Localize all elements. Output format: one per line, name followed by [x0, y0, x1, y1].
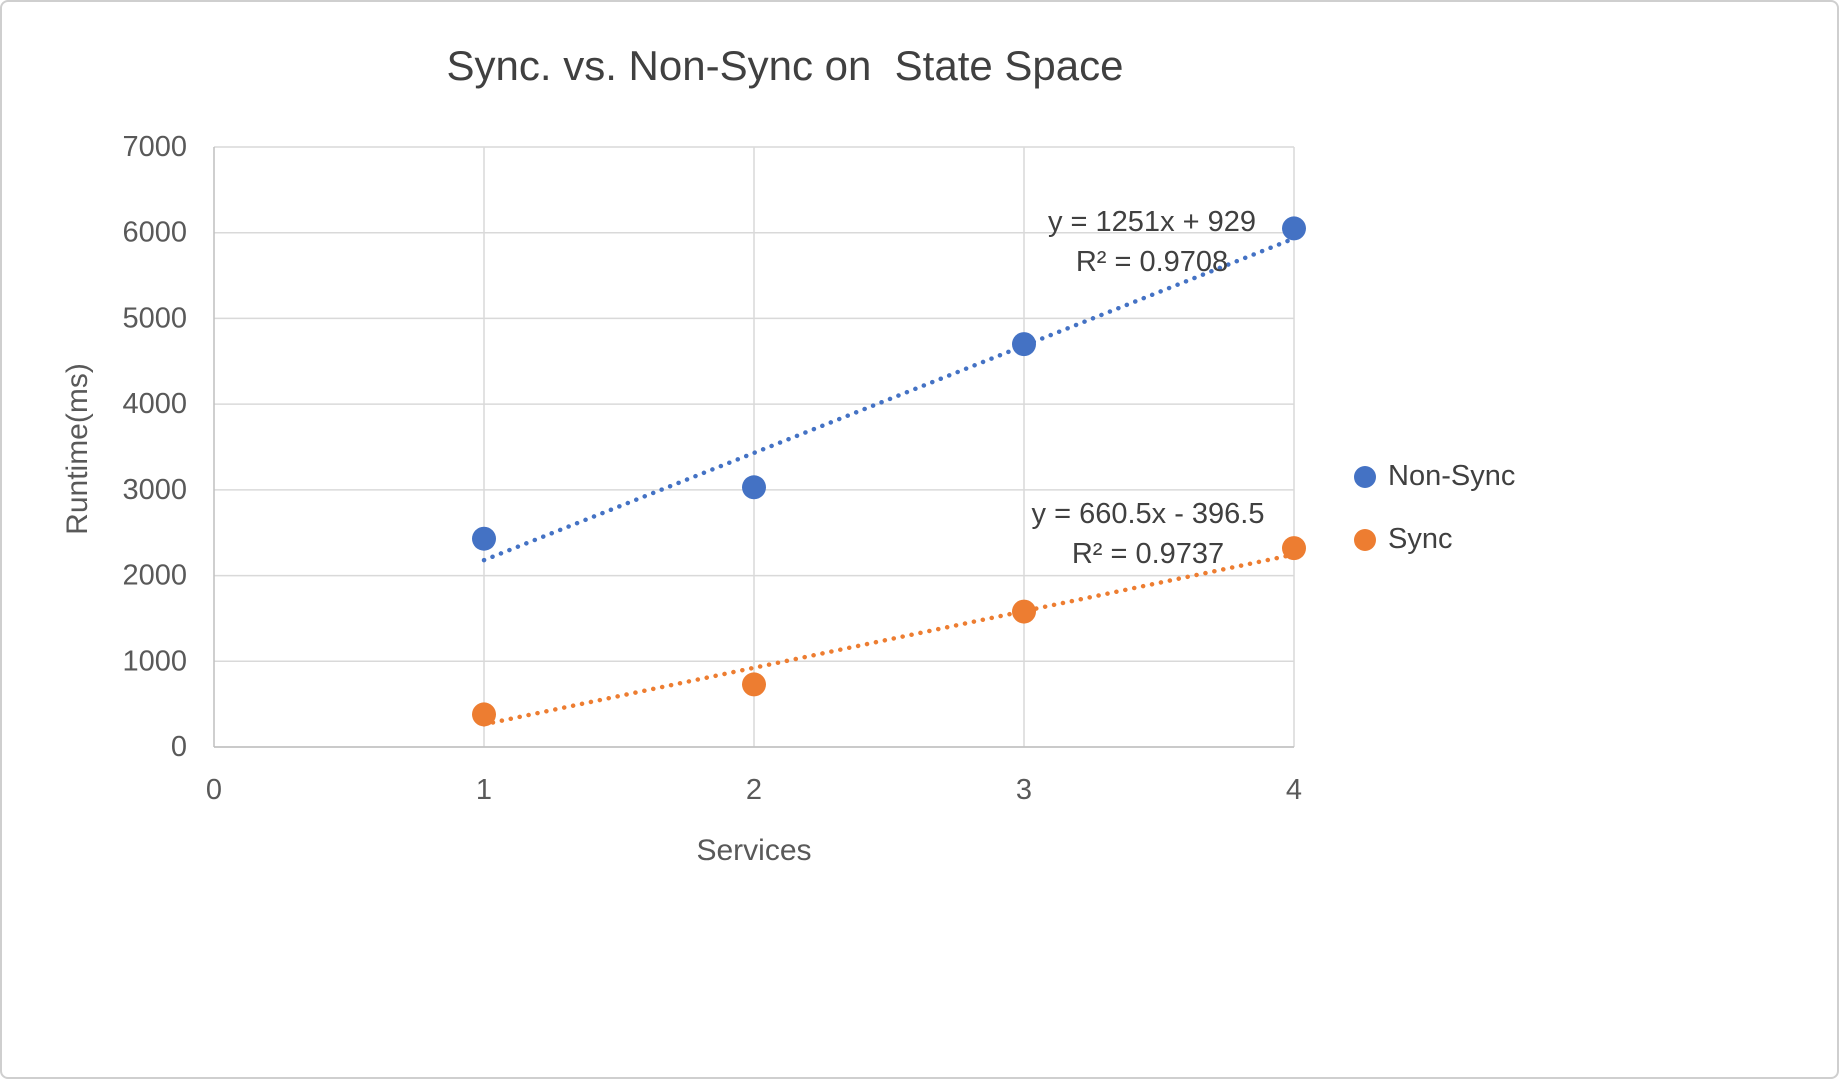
trendline-r2: R² = 0.9737 [1071, 538, 1225, 570]
x-tick-label: 0 [206, 774, 222, 806]
trendline-r2: R² = 0.9708 [1075, 246, 1229, 278]
y-tick-label: 4000 [122, 388, 187, 420]
trendline-equation: y = 660.5x - 396.5 [1031, 498, 1265, 530]
y-tick-label: 6000 [122, 217, 187, 249]
data-point-non-sync[interactable] [742, 475, 766, 500]
legend-item-sync[interactable]: Sync [1354, 523, 1515, 556]
data-point-non-sync[interactable] [472, 526, 496, 551]
x-tick-label: 3 [1016, 774, 1032, 806]
data-point-sync[interactable] [1012, 599, 1036, 624]
data-point-sync[interactable] [742, 672, 766, 697]
trendline-label-non-sync: y = 1251x + 929 R² = 0.9708 [1048, 202, 1256, 282]
trendline-label-sync: y = 660.5x - 396.5 R² = 0.9737 [1032, 494, 1265, 574]
legend: Non-Sync Sync [1354, 460, 1515, 556]
x-tick-label: 1 [476, 774, 492, 806]
trendline-sync[interactable] [481, 552, 1297, 727]
y-tick-label: 5000 [122, 302, 187, 334]
y-tick-label: 1000 [122, 645, 187, 677]
x-tick-label: 4 [1286, 774, 1302, 806]
y-tick-label: 7000 [122, 131, 187, 163]
y-tick-label: 3000 [122, 474, 187, 506]
y-axis-title: Runtime(ms) [61, 363, 94, 535]
data-point-non-sync[interactable] [1012, 332, 1036, 357]
trendline-equation: y = 1251x + 929 [1048, 206, 1256, 238]
legend-marker-sync-icon [1354, 528, 1376, 551]
data-point-sync[interactable] [1282, 536, 1306, 561]
data-point-sync[interactable] [472, 702, 496, 727]
x-tick-label: 2 [746, 774, 762, 806]
legend-label-non-sync: Non-Sync [1388, 460, 1516, 492]
legend-marker-non-sync-icon [1354, 465, 1376, 488]
legend-label-sync: Sync [1388, 523, 1453, 555]
chart-title: Sync. vs. Non-Sync on State Space [446, 42, 1124, 89]
y-tick-label: 2000 [122, 560, 187, 592]
legend-item-non-sync[interactable]: Non-Sync [1354, 460, 1515, 493]
trendline-non-sync[interactable] [481, 236, 1297, 563]
x-axis-title: Services [696, 834, 812, 867]
y-tick-label: 0 [171, 731, 187, 763]
data-point-non-sync[interactable] [1282, 216, 1306, 241]
